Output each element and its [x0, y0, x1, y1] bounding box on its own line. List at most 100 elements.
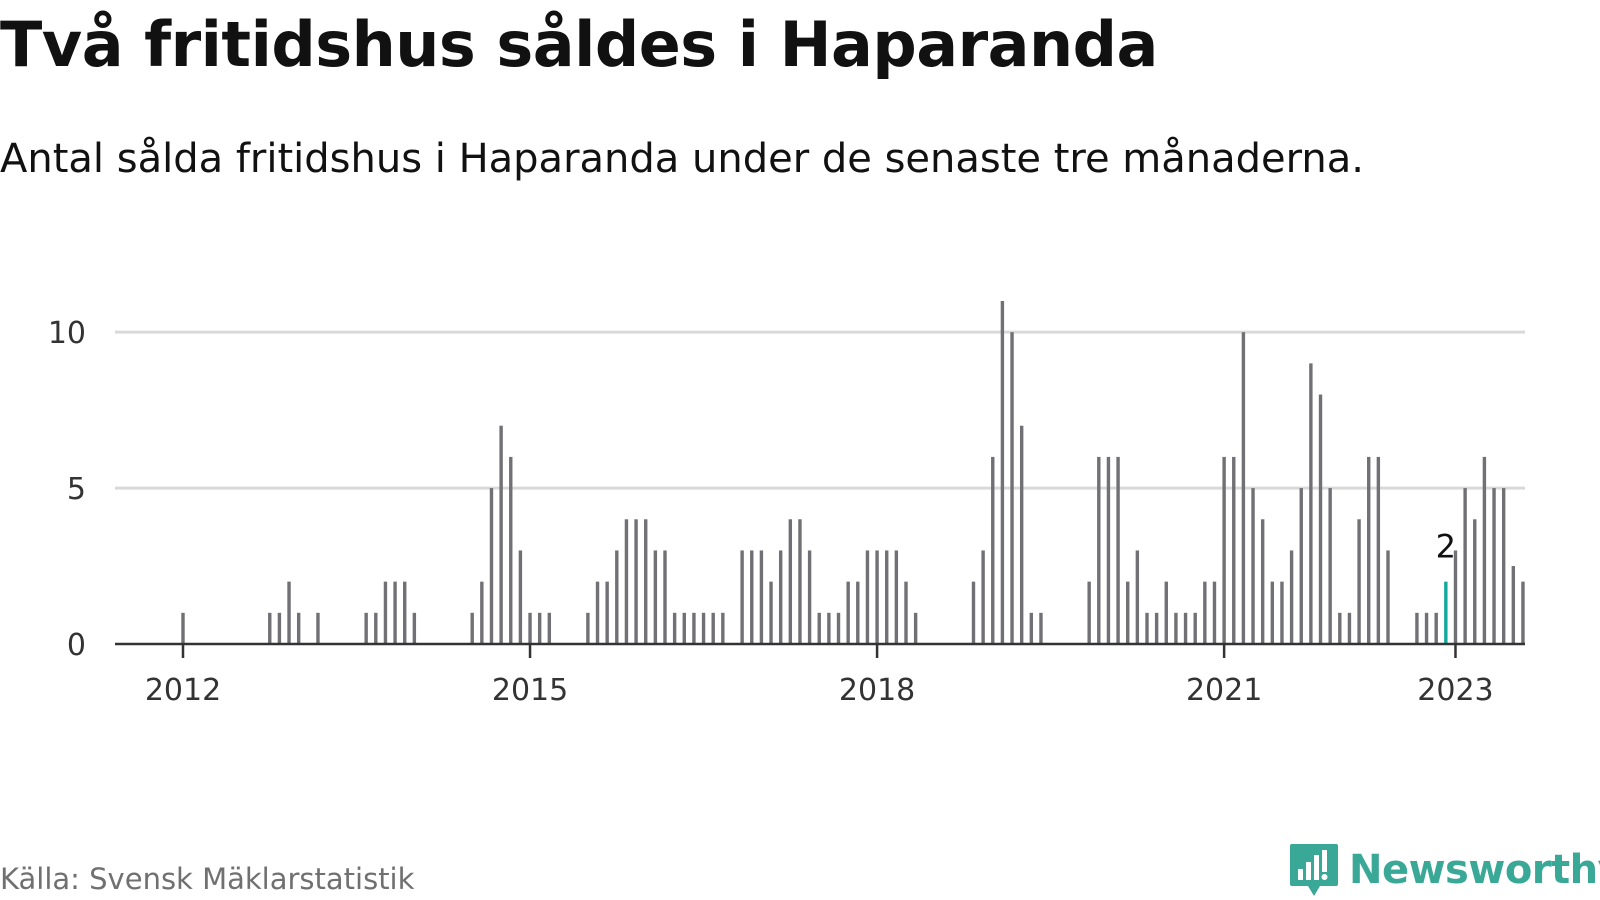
bar [1309, 363, 1313, 644]
bar [1126, 581, 1130, 644]
chart-subtitle: Antal sålda fritidshus i Haparanda under… [0, 136, 1364, 182]
bar [701, 612, 706, 644]
bar [1386, 550, 1390, 644]
bar [692, 612, 696, 644]
y-axis-ticks: 0 5 10 [48, 316, 86, 663]
bar [1000, 301, 1005, 644]
bar [991, 456, 995, 644]
bar [644, 519, 648, 644]
bar [1222, 456, 1226, 644]
bar [586, 612, 590, 644]
bar [1135, 550, 1140, 644]
newsworthy-logo[interactable]: Newsworthy [1289, 842, 1600, 898]
bar [856, 581, 860, 644]
y-tick-label: 5 [67, 472, 86, 507]
bar [518, 550, 523, 644]
bar [1203, 581, 1207, 644]
bar [836, 612, 841, 644]
bar [1164, 581, 1168, 644]
bar [1193, 612, 1197, 644]
x-tick-label: 2018 [839, 673, 915, 708]
bar [1453, 550, 1458, 644]
bar [1501, 488, 1506, 644]
bar [1521, 581, 1525, 644]
x-tick-label: 2023 [1417, 673, 1493, 708]
bar [499, 425, 503, 644]
bar [1289, 550, 1294, 644]
value-labels: 2 [1436, 528, 1456, 566]
source-note: Källa: Svensk Mäklarstatistik [0, 862, 415, 896]
bar [393, 581, 397, 644]
bar [316, 612, 320, 644]
bar [1087, 581, 1091, 644]
bar [1424, 612, 1429, 644]
bar [1260, 519, 1265, 644]
bar [1145, 612, 1149, 644]
bar [1154, 612, 1159, 644]
bar [383, 581, 388, 644]
gridlines [115, 330, 1525, 490]
bar [769, 581, 773, 644]
bar [721, 612, 725, 644]
bar [547, 612, 552, 644]
bar [480, 581, 484, 644]
bar [759, 550, 764, 644]
bar [595, 581, 600, 644]
bar [798, 519, 802, 644]
bar [412, 612, 417, 644]
bar [817, 612, 821, 644]
bar [364, 612, 368, 644]
bar [865, 550, 870, 644]
newsworthy-chart-icon [1290, 844, 1338, 896]
bar [1328, 488, 1332, 644]
y-tick-label: 0 [67, 628, 86, 663]
bar [894, 550, 899, 644]
x-axis-ticks: 2012 2015 2018 2021 2023 [145, 644, 1494, 708]
bar [788, 519, 793, 644]
x-tick-label: 2021 [1186, 673, 1262, 708]
bar [1212, 581, 1217, 644]
bar [971, 581, 976, 644]
bar [1492, 488, 1496, 644]
bar [470, 612, 474, 644]
bar [1232, 456, 1236, 644]
x-tick-label: 2012 [145, 673, 221, 708]
bar-highlight [1444, 581, 1448, 644]
bar [1318, 394, 1323, 644]
bar [1116, 456, 1120, 644]
bar [1367, 456, 1371, 644]
bars [181, 301, 1525, 644]
bar [1338, 612, 1342, 644]
bar [827, 612, 831, 644]
bar [778, 550, 783, 644]
bar [663, 550, 667, 644]
bar [1029, 612, 1034, 644]
newsworthy-brand-text: Newsworthy [1349, 847, 1600, 893]
bar [1174, 612, 1178, 644]
bar [1434, 612, 1438, 644]
bar [1280, 581, 1284, 644]
bar [682, 612, 686, 644]
bar [1299, 488, 1303, 644]
bar [672, 612, 677, 644]
bar [537, 612, 542, 644]
bar [885, 550, 889, 644]
bar [653, 550, 658, 644]
bar [913, 612, 918, 644]
bar [1010, 332, 1014, 644]
bar [981, 550, 985, 644]
x-tick-label: 2015 [492, 673, 568, 708]
bar [181, 612, 185, 644]
bar [1270, 581, 1275, 644]
bar [740, 550, 744, 644]
bar [624, 519, 629, 644]
bar [489, 488, 494, 644]
bar [1415, 612, 1419, 644]
bar [509, 456, 513, 644]
bar [846, 581, 850, 644]
bar [1357, 519, 1361, 644]
bar [1347, 612, 1352, 644]
bar [287, 581, 291, 644]
bar [1473, 519, 1477, 644]
bar [403, 581, 407, 644]
